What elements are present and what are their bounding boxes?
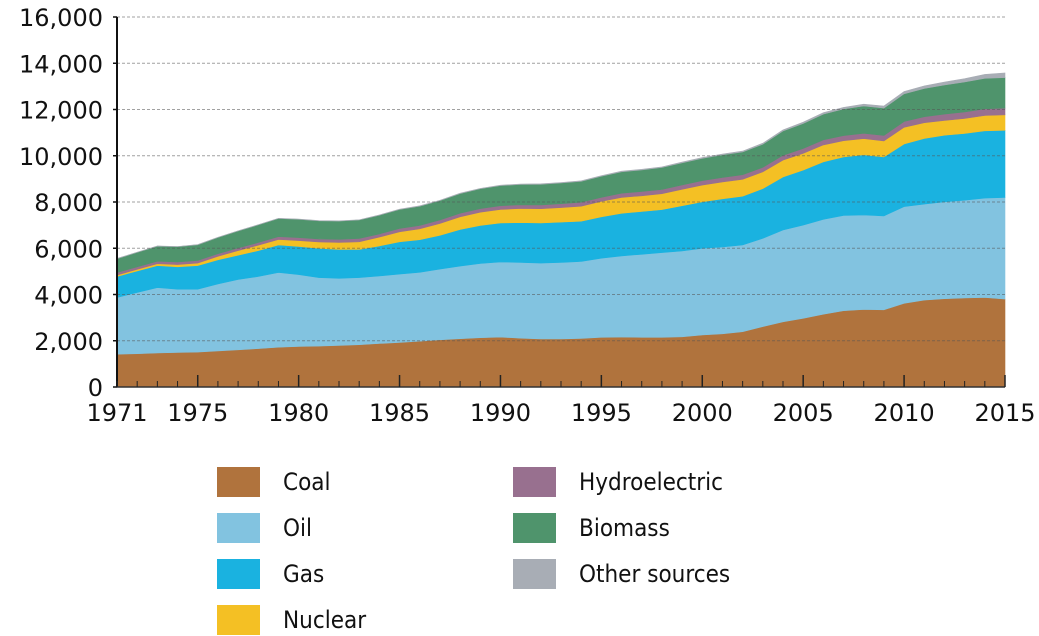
legend-swatch-gas (217, 559, 260, 589)
legend-swatch-coal (217, 467, 260, 497)
y-tick-label: 16,000 (19, 4, 103, 32)
axes (113, 16, 1006, 388)
y-tick-label: 8,000 (34, 189, 103, 217)
x-tick-label: 1980 (268, 399, 329, 427)
stacked-area-chart: 0 2,000 4,000 6,000 8,000 10,000 12,000 14,000 1… (19, 4, 1036, 427)
x-tick-label: 2000 (672, 399, 733, 427)
x-tick-label: 1971 (86, 399, 147, 427)
gridlines (117, 16, 1005, 342)
y-axis-tick-labels: 0 2,000 4,000 6,000 8,000 10,000 12,000 14,000 1… (19, 4, 103, 402)
legend-swatch-biomass (513, 513, 556, 543)
x-tick-label: 1975 (167, 399, 228, 427)
legend-label-gas: Gas (283, 560, 325, 588)
legend-label-other-sources: Other sources (579, 560, 731, 588)
x-tick-label: 1990 (470, 399, 531, 427)
legend-label-coal: Coal (283, 468, 331, 496)
legend-item-gas: Gas (217, 559, 329, 589)
legend-swatch-hydroelectric (513, 467, 556, 497)
legend-label-biomass: Biomass (579, 514, 670, 542)
y-tick-label: 4,000 (34, 282, 103, 310)
legend-item-other-sources: Other sources (513, 559, 747, 589)
legend-swatch-other-sources (513, 559, 556, 589)
y-tick-label: 14,000 (19, 50, 103, 78)
area-other-sources (116, 72, 1006, 260)
legend-item-nuclear: Nuclear (217, 605, 375, 635)
legend-label-nuclear: Nuclear (283, 606, 367, 634)
x-axis-tick-labels: 1971 1975 1980 1985 1990 1995 2000 2005 2010 2015 (86, 399, 1035, 427)
y-tick-label: 10,000 (19, 143, 103, 171)
x-tick-label: 1995 (571, 399, 632, 427)
x-tick-label: 2005 (773, 399, 834, 427)
legend-item-oil: Oil (217, 513, 315, 543)
x-tick-label: 1985 (369, 399, 430, 427)
x-tick-label: 2010 (874, 399, 935, 427)
y-tick-label: 12,000 (19, 97, 103, 125)
x-tick-label: 2015 (974, 399, 1035, 427)
y-tick-label: 2,000 (34, 328, 103, 356)
legend-label-hydroelectric: Hydroelectric (579, 468, 724, 496)
legend-label-oil: Oil (283, 514, 313, 542)
legend-swatch-oil (217, 513, 260, 543)
legend-swatch-nuclear (217, 605, 260, 635)
y-tick-label: 0 (88, 374, 103, 402)
legend-item-biomass: Biomass (513, 513, 680, 543)
legend-item-coal: Coal (217, 467, 336, 497)
legend-item-hydroelectric: Hydroelectric (513, 467, 739, 497)
area-layer (116, 72, 1006, 388)
y-tick-label: 6,000 (34, 235, 103, 263)
